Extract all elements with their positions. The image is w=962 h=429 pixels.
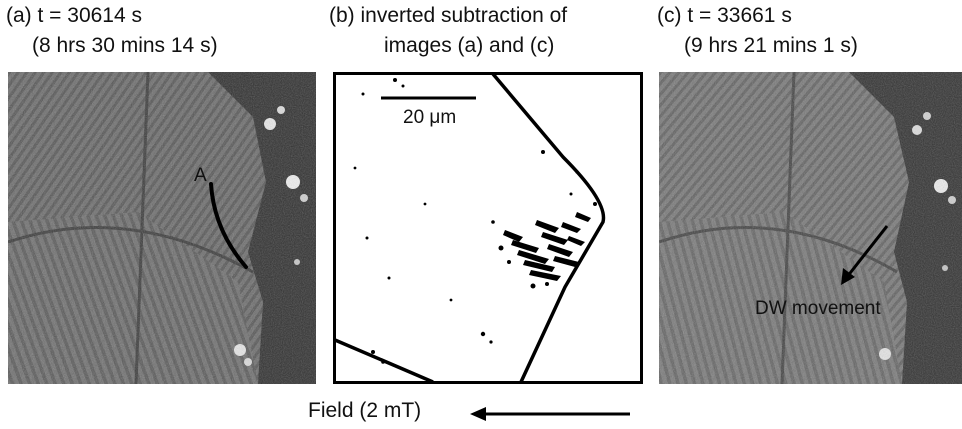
dw-change-cluster: [353, 78, 597, 364]
scale-bar-label: 20 μm: [403, 107, 457, 128]
micrograph-a-image: [8, 72, 316, 384]
panel-c-title-line1: (c) t = 33661 s: [657, 4, 792, 27]
dw-arrow-head: [841, 268, 855, 285]
panel-a-title-line1: (a) t = 30614 s: [6, 4, 142, 27]
micrograph-c-image: [659, 72, 962, 384]
panel-c-title-line2: (9 hrs 21 mins 1 s): [684, 34, 858, 57]
panel-b-title-line2: images (a) and (c): [384, 34, 555, 57]
subtraction-image-b: [333, 72, 643, 384]
field-label: Field (2 mT): [308, 399, 422, 422]
micrograph-c: DW movement: [659, 72, 962, 384]
dw-movement-label: DW movement: [755, 298, 881, 319]
subtraction-panel-b: 20 μm: [333, 72, 643, 384]
panel-a-title-line2: (8 hrs 30 mins 14 s): [32, 34, 218, 57]
panel-b-frame: [333, 72, 643, 384]
field-arrow-head: [470, 407, 486, 421]
marker-line-a: [209, 182, 248, 269]
panel-b-title-line1: (b) inverted subtraction of: [329, 4, 568, 27]
marker-label-a: A: [194, 165, 207, 186]
micrograph-a: A: [8, 72, 316, 384]
dw-arrow-shaft: [845, 225, 889, 278]
grain-outline-right: [491, 72, 606, 383]
field-arrow: [470, 407, 630, 421]
